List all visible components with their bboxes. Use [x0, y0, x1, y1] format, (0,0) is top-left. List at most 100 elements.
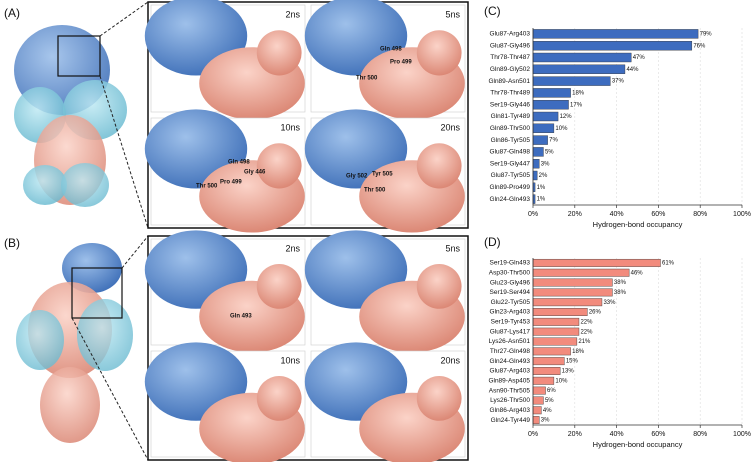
value-label: 15% — [566, 359, 579, 365]
value-label: 3% — [541, 418, 550, 424]
bar — [532, 268, 630, 277]
x-tick-label: 20% — [568, 211, 582, 218]
red-chain — [256, 30, 302, 76]
bar — [532, 357, 565, 366]
bar — [532, 159, 540, 169]
x-tick-label: 0% — [528, 431, 538, 438]
snapshot: 20ns — [304, 109, 466, 233]
time-label: 5ns — [445, 9, 460, 19]
red-chain — [416, 376, 462, 421]
x-tick-label: 100% — [733, 211, 751, 218]
value-label: 1% — [537, 185, 546, 191]
bar — [532, 170, 538, 181]
bar — [532, 406, 542, 415]
bar — [532, 88, 571, 98]
bar — [532, 317, 580, 326]
category-label: Ser19-Ser494 — [490, 289, 531, 296]
value-label: 7% — [549, 138, 558, 144]
category-label: Thr78-Thr487 — [490, 54, 530, 61]
category-label: Glu87-Gln498 — [490, 149, 531, 156]
x-tick-label: 20% — [568, 431, 582, 438]
value-label: 10% — [555, 126, 568, 132]
value-label: 17% — [570, 102, 583, 108]
bar — [532, 278, 613, 287]
residue-label: Gln 493 — [230, 314, 252, 320]
value-label: 5% — [545, 149, 554, 155]
category-label: Ser19-Gln493 — [490, 260, 531, 267]
time-label: 2ns — [285, 9, 300, 19]
x-tick-label: 0% — [528, 211, 538, 218]
red-chain — [256, 143, 302, 189]
category-label: Gln24-Tyr449 — [491, 417, 531, 424]
category-label: Glu87-Lys417 — [490, 328, 531, 335]
snapshot: 10ns — [144, 342, 306, 462]
red-chain — [416, 30, 462, 76]
x-tick-label: 60% — [651, 211, 665, 218]
bar — [532, 376, 555, 385]
category-label: Glu22-Tyr505 — [491, 299, 531, 306]
residue-labels: Gln 498 Pro 499 Thr 500 Gln 498 Gly 446 … — [196, 47, 412, 320]
red-chain — [256, 264, 302, 309]
red-chain — [416, 264, 462, 309]
x-tick-label: 80% — [693, 431, 707, 438]
snapshot: 10ns — [144, 109, 306, 233]
bar — [532, 135, 548, 145]
value-label: 10% — [555, 378, 568, 384]
x-tick-label: 100% — [733, 431, 751, 438]
category-label: Asn90-Thr505 — [489, 387, 531, 394]
bar — [532, 29, 699, 39]
snapshot: 2ns — [144, 230, 306, 353]
bar — [532, 367, 561, 375]
value-label: 3% — [541, 161, 550, 167]
x-axis-label: Hydrogen-bond occupancy — [593, 440, 683, 449]
residue-label: Thr 500 — [364, 188, 386, 194]
residue-label: Thr 500 — [196, 184, 218, 190]
snapshot: 5ns — [304, 230, 466, 353]
bar — [532, 76, 611, 86]
panel-label: (B) — [4, 236, 20, 250]
value-label: 47% — [633, 55, 646, 61]
value-label: 12% — [560, 114, 573, 120]
category-label: Ser19-Gly447 — [490, 160, 530, 167]
category-label: Gln89-Pro499 — [490, 184, 531, 191]
time-label: 5ns — [445, 243, 460, 253]
x-tick-label: 60% — [651, 431, 665, 438]
value-label: 18% — [572, 90, 585, 96]
category-label: Glu87-Arg403 — [490, 368, 531, 375]
residue-label: Pro 499 — [220, 180, 242, 186]
value-label: 37% — [612, 79, 625, 85]
category-label: Glu87-Arg403 — [490, 31, 531, 38]
value-label: 26% — [589, 310, 602, 316]
value-label: 13% — [562, 369, 575, 375]
value-label: 21% — [578, 339, 591, 345]
residue-label: Gly 446 — [244, 170, 266, 176]
panel-label: (A) — [4, 6, 20, 20]
x-axis-label: Hydrogen-bond occupancy — [593, 220, 683, 229]
snapshot: 5ns — [304, 0, 466, 120]
bar — [532, 100, 569, 110]
category-label: Gln86-Arg403 — [490, 407, 531, 414]
bar — [532, 347, 571, 356]
snapshot-grid: 2ns 5ns 10ns 20ns 2ns 5ns 10ns 20ns — [144, 0, 469, 462]
residue-label: Gln 498 — [380, 47, 402, 53]
x-tick-label: 40% — [610, 431, 624, 438]
category-label: Thr27-Gln498 — [490, 348, 530, 355]
bar — [532, 147, 544, 157]
time-label: 20ns — [440, 122, 460, 132]
time-label: 10ns — [280, 122, 300, 132]
category-label: Gln86-Tyr505 — [491, 137, 531, 144]
time-label: 2ns — [285, 243, 300, 253]
category-label: Lys26-Asn501 — [489, 338, 531, 345]
category-label: Glu87-Gly496 — [490, 42, 530, 49]
time-label: 20ns — [440, 355, 460, 365]
category-label: Gln89-Asp405 — [488, 378, 530, 385]
bar — [532, 64, 626, 74]
category-label: Gln89-Gly502 — [490, 66, 530, 73]
charts: (C) 0% 20% 40% 60% 80% 100% Hydrogen-bond occup… — [484, 4, 751, 449]
bar — [532, 396, 544, 405]
category-label: Glu23-Gly496 — [490, 279, 530, 286]
category-label: Ser19-Gly446 — [490, 101, 530, 108]
residue-label: Pro 499 — [390, 60, 412, 66]
protein-structure — [16, 235, 149, 461]
